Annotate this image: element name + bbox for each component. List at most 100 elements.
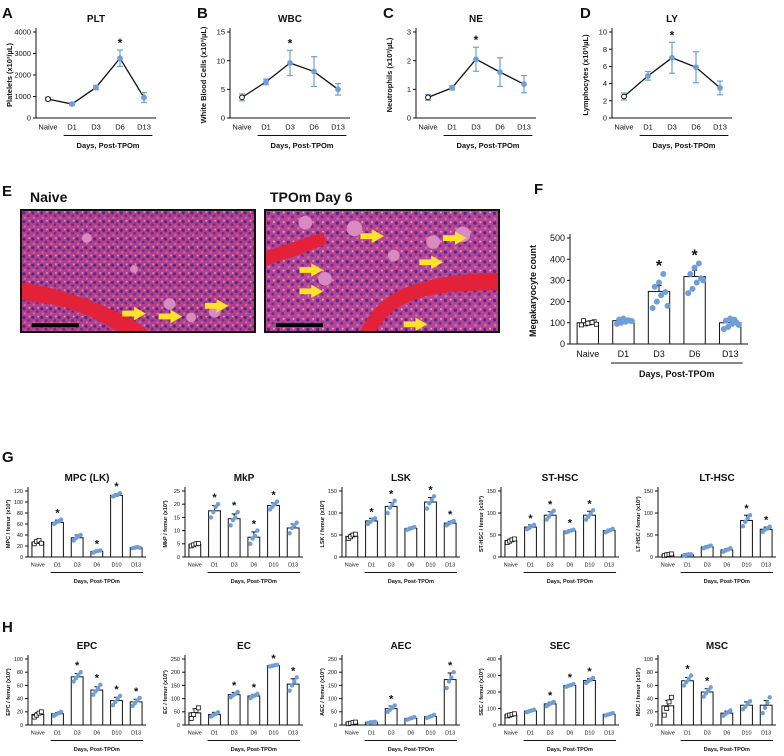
x-tick-label: D3 bbox=[704, 563, 711, 569]
x-tick-label: D13 bbox=[761, 563, 771, 569]
x-tick-label: Naive bbox=[614, 123, 633, 132]
data-point bbox=[188, 716, 194, 721]
y-tick-label: 500 bbox=[550, 233, 565, 243]
data-point bbox=[431, 494, 437, 499]
x-tick-label: D13 bbox=[445, 563, 455, 569]
data-point bbox=[666, 699, 672, 705]
panel-title: MSC bbox=[706, 641, 728, 652]
x-tick-label: D10 bbox=[425, 563, 435, 569]
x-tick-label: Naive bbox=[345, 563, 359, 569]
data-point bbox=[292, 679, 297, 684]
scale-bar bbox=[275, 323, 324, 328]
significance-star: * bbox=[369, 506, 374, 518]
x-axis-label: Days, Post-TPOm bbox=[639, 369, 715, 379]
x-tick-label: Naive bbox=[31, 731, 45, 737]
y-axis-label: AEC / femur (x10³) bbox=[319, 668, 326, 716]
data-point bbox=[141, 94, 147, 101]
data-point bbox=[78, 670, 83, 675]
y-tick-label: 1000 bbox=[14, 92, 31, 101]
data-point bbox=[38, 540, 44, 546]
data-point bbox=[731, 316, 738, 323]
data-point bbox=[590, 508, 596, 513]
data-point bbox=[588, 511, 593, 516]
panel-ne: C NE 0 1 2 3 Naive D1 D3 D6 D13 Days, Post-TPOm Neut… bbox=[383, 5, 536, 150]
y-axis-label: LSK / femur (x10³) bbox=[319, 500, 326, 547]
data-point bbox=[686, 676, 691, 681]
significance-star: * bbox=[548, 499, 553, 511]
data-point bbox=[252, 533, 258, 539]
y-tick-label: 10 bbox=[599, 28, 607, 37]
x-axis-label: Days, Post-TPOm bbox=[547, 579, 593, 585]
significance-star: * bbox=[134, 686, 139, 698]
x-tick-label: D3 bbox=[91, 123, 101, 132]
significance-star: * bbox=[691, 247, 698, 264]
panel-ec: EC 0 50 100 150 200 250 Naive D1 D3 D6 D10 D13 Days, … bbox=[162, 641, 303, 753]
x-tick-label: D13 bbox=[713, 123, 727, 132]
x-tick-label: D13 bbox=[722, 349, 739, 359]
x-tick-label: D13 bbox=[137, 123, 151, 132]
y-tick-label: 1 bbox=[407, 85, 411, 94]
x-tick-label: D3 bbox=[471, 123, 481, 132]
x-tick-label: D6 bbox=[309, 123, 319, 132]
data-point bbox=[98, 548, 103, 553]
data-point bbox=[662, 289, 669, 296]
x-tick-label: D13 bbox=[288, 563, 298, 569]
scale-bar bbox=[31, 323, 80, 328]
significance-star: * bbox=[744, 503, 749, 515]
y-tick-label: 100 bbox=[487, 706, 496, 712]
data-point bbox=[581, 318, 586, 324]
significance-star: * bbox=[118, 36, 123, 50]
x-tick-label: D6 bbox=[407, 563, 414, 569]
y-axis-label: Neutrophils (x10³/µL) bbox=[385, 37, 394, 112]
panel-letter: F bbox=[534, 181, 543, 198]
data-point bbox=[352, 719, 358, 725]
bar bbox=[524, 526, 537, 558]
data-point bbox=[73, 675, 79, 681]
data-point bbox=[688, 673, 694, 678]
data-point bbox=[137, 545, 142, 550]
y-tick-label: 100 bbox=[171, 697, 180, 703]
data-point bbox=[708, 543, 713, 548]
data-point bbox=[669, 54, 675, 61]
panel-title: LY bbox=[666, 14, 678, 25]
data-point bbox=[546, 514, 552, 519]
tissue-image-tpom bbox=[266, 211, 498, 331]
bar bbox=[51, 521, 64, 558]
bar bbox=[647, 290, 671, 345]
y-tick-label: 80 bbox=[647, 670, 653, 676]
data-point bbox=[91, 692, 96, 697]
y-tick-label: 250 bbox=[171, 657, 180, 663]
x-axis-label: Days, Post-TPOm bbox=[704, 747, 750, 753]
significance-star: * bbox=[705, 675, 710, 687]
x-tick-label: D1 bbox=[684, 731, 691, 737]
x-axis-label: Days, Post-TPOm bbox=[388, 747, 434, 753]
data-point bbox=[425, 94, 431, 101]
series-line bbox=[47, 57, 145, 105]
y-tick-label: 100 bbox=[14, 500, 23, 506]
data-point bbox=[531, 522, 537, 528]
data-point bbox=[681, 683, 687, 688]
data-point bbox=[649, 304, 656, 311]
data-point bbox=[215, 710, 221, 715]
y-tick-label: 25 bbox=[174, 489, 180, 495]
y-tick-label: 4 bbox=[603, 79, 607, 88]
y-tick-label: 20 bbox=[17, 544, 23, 550]
y-tick-label: 150 bbox=[328, 489, 337, 495]
data-point bbox=[760, 710, 765, 716]
y-tick-label: 0 bbox=[334, 555, 337, 561]
significance-star: * bbox=[114, 684, 119, 696]
x-tick-label: D1 bbox=[643, 123, 653, 132]
data-point bbox=[511, 536, 517, 542]
x-tick-label: D13 bbox=[131, 563, 141, 569]
data-point bbox=[688, 552, 694, 557]
data-point bbox=[255, 691, 260, 697]
y-tick-label: 40 bbox=[17, 697, 23, 703]
significance-star: * bbox=[95, 673, 100, 685]
data-point bbox=[117, 55, 123, 62]
panel-mpc-lk-: G MPC (LK) 0 20 40 60 80 100 120 Naive D1 D3 D6 D10 D1… bbox=[2, 449, 146, 585]
data-point bbox=[446, 679, 452, 684]
data-point bbox=[211, 509, 216, 515]
x-axis-label: Days, Post-TPOm bbox=[231, 579, 277, 585]
data-point bbox=[45, 96, 51, 102]
